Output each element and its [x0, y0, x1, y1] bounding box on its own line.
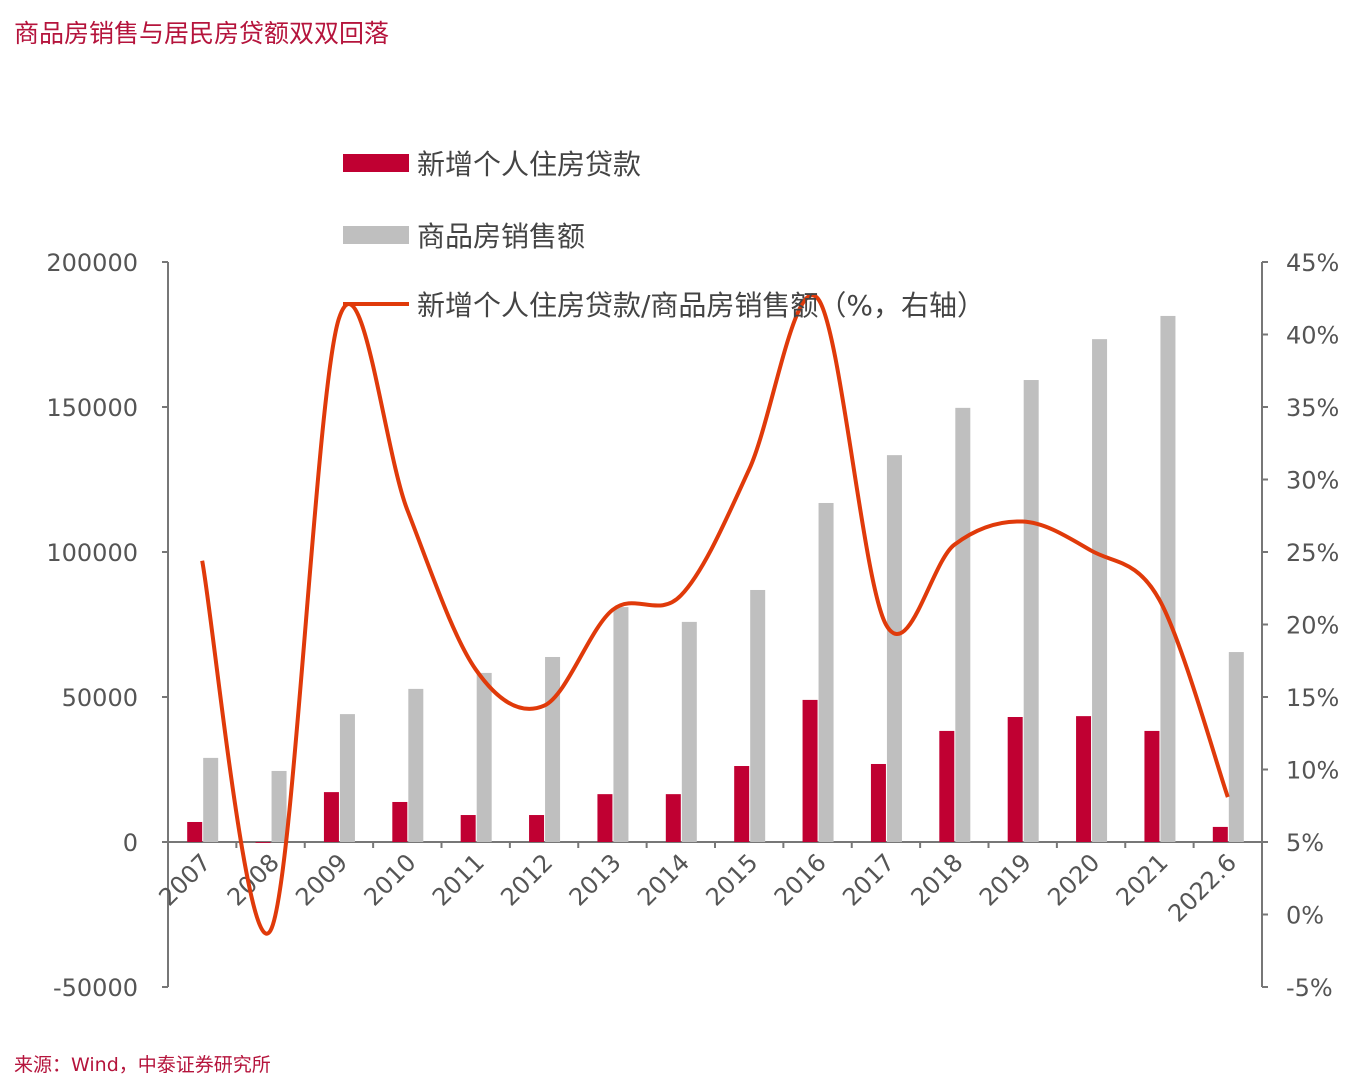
bar-sales — [681, 621, 697, 842]
bar-sales — [1160, 315, 1176, 842]
line-ratio — [200, 293, 1230, 936]
x-tick-label: 2019 — [974, 848, 1037, 911]
bar-loans — [1007, 717, 1023, 842]
bar-loans — [392, 801, 408, 842]
x-tick-label: 2017 — [837, 848, 900, 911]
x-tick-label: 2007 — [153, 848, 216, 911]
bar-loans — [323, 792, 339, 842]
bar-loans — [255, 842, 271, 843]
right-tick-label: 5% — [1286, 829, 1324, 857]
bar-loans — [939, 730, 955, 842]
bar-loans — [870, 763, 886, 842]
x-tick-label: 2014 — [632, 848, 695, 911]
right-tick-label: 35% — [1286, 394, 1339, 422]
left-tick-label: -50000 — [53, 974, 138, 1002]
right-tick-label: 15% — [1286, 684, 1339, 712]
bar-loans — [460, 815, 476, 842]
bar-sales — [886, 455, 902, 842]
bar-sales — [955, 407, 971, 842]
bar-sales — [271, 770, 287, 842]
right-tick-label: 25% — [1286, 539, 1339, 567]
bar-sales — [339, 714, 355, 842]
bar-sales — [545, 656, 561, 842]
chart-title: 商品房销售与居民房贷额双双回落 — [14, 19, 390, 48]
bar-sales — [408, 688, 424, 842]
x-tick-label: 2015 — [700, 848, 763, 911]
bar-sales — [1092, 339, 1108, 842]
bar-sales — [818, 502, 834, 842]
right-tick-label: 20% — [1286, 612, 1339, 640]
bar-sales — [203, 757, 219, 842]
x-tick-label: 2020 — [1042, 848, 1105, 911]
left-tick-label: 50000 — [62, 684, 138, 712]
bar-loans — [802, 699, 818, 842]
right-tick-label: 30% — [1286, 467, 1339, 495]
bar-loans — [187, 821, 203, 842]
left-tick-label: 150000 — [46, 394, 138, 422]
bar-sales — [1228, 652, 1244, 842]
right-tick-label: -5% — [1286, 974, 1333, 1002]
left-tick-label: 100000 — [46, 539, 138, 567]
x-tick-label: 2012 — [495, 848, 558, 911]
bar-loans — [1212, 826, 1228, 842]
source-note: 来源：Wind，中泰证券研究所 — [14, 1054, 271, 1076]
left-tick-label: 200000 — [46, 249, 138, 277]
legend-label-sales: 商品房销售额 — [417, 220, 585, 253]
legend-swatch-sales — [343, 226, 409, 244]
bar-loans — [1144, 730, 1160, 842]
left-tick-label: 0 — [123, 829, 138, 857]
right-tick-label: 10% — [1286, 757, 1339, 785]
right-tick-label: 0% — [1286, 902, 1324, 930]
legend-label-loans: 新增个人住房贷款 — [417, 148, 641, 181]
bar-loans — [597, 794, 613, 842]
legend-label-ratio: 新增个人住房贷款/商品房销售额（%，右轴） — [417, 289, 985, 322]
right-tick-label: 45% — [1286, 249, 1339, 277]
bar-loans — [665, 794, 681, 842]
bar-loans — [734, 766, 750, 842]
bar-loans — [1076, 716, 1092, 842]
x-tick-label: 2009 — [290, 848, 353, 911]
bar-sales — [476, 672, 492, 842]
bar-sales — [613, 607, 629, 842]
x-tick-label: 2010 — [359, 848, 422, 911]
x-tick-label: 2021 — [1111, 848, 1174, 911]
bar-sales — [750, 589, 766, 842]
x-tick-label: 2011 — [427, 848, 490, 911]
x-tick-label: 2013 — [564, 848, 627, 911]
bar-loans — [529, 815, 545, 842]
x-tick-label: 2018 — [906, 848, 969, 911]
x-tick-label: 2016 — [769, 848, 832, 911]
right-tick-label: 40% — [1286, 322, 1339, 350]
legend-swatch-loans — [343, 154, 409, 172]
bar-sales — [1023, 380, 1039, 842]
x-tick-label: 2022.6 — [1163, 848, 1242, 927]
